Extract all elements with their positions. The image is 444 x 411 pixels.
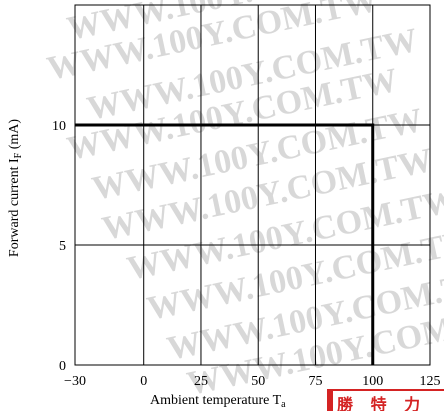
red-stamp-logo: 勝 特 力 [327, 389, 444, 411]
x-axis-title: Ambient temperature Ta [150, 393, 286, 410]
x-tick-labels: −30 0 25 50 75 100 125 [64, 374, 440, 389]
y-tick-label: 0 [59, 359, 66, 374]
derating-curve [75, 123, 375, 365]
x-tick-label: −30 [64, 374, 86, 389]
series-layer [75, 123, 375, 365]
plot-frame [74, 4, 431, 366]
watermark-layer: WWW.100Y.COM.TWWWW.100Y.COM.TWWWW.100Y.C… [44, 0, 444, 403]
x-tick-label: 125 [420, 374, 441, 389]
y-axis-title-main: Forward current I [7, 158, 22, 257]
x-tick-label: 50 [251, 374, 265, 389]
y-tick-label: 10 [52, 119, 66, 134]
x-axis-title-main: Ambient temperature T [150, 393, 282, 408]
x-tick-label: 25 [194, 374, 208, 389]
stamp-text: 勝 特 力 [337, 395, 427, 411]
y-tick-labels: 0 5 10 [52, 119, 66, 374]
y-axis-title-unit: (mA) [7, 119, 22, 153]
x-axis-title-subscript: a [281, 399, 286, 410]
x-tick-label: 75 [308, 374, 322, 389]
y-tick-label: 5 [59, 239, 66, 254]
x-tick-label: 100 [362, 374, 383, 389]
y-axis-title-subscript: F [13, 152, 24, 158]
y-axis-title: Forward current IF (mA) [7, 119, 24, 257]
x-tick-label: 0 [140, 374, 147, 389]
